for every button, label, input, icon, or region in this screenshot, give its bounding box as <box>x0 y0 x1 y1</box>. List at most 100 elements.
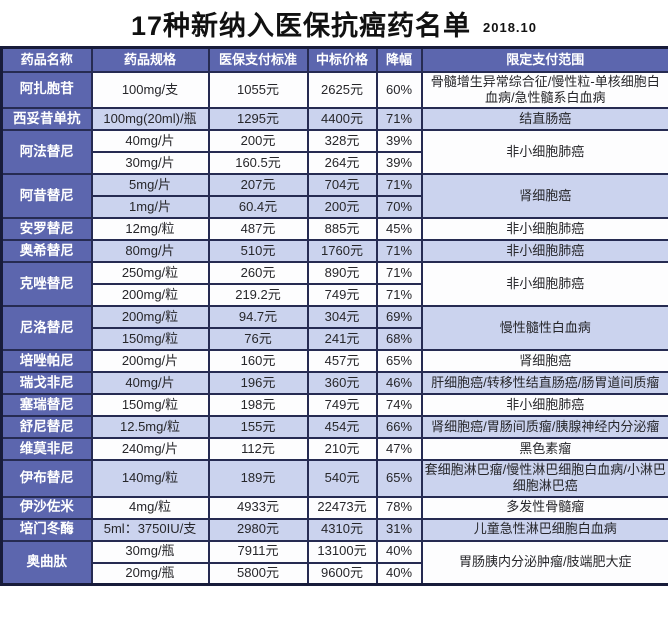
spec-cell: 100mg(20ml)/瓶 <box>90 107 210 131</box>
bid-price-cell: 4400元 <box>306 107 378 131</box>
bid-price-cell: 2625元 <box>306 70 378 109</box>
bid-price-cell: 704元 <box>306 173 378 197</box>
insurance-pay-cell: 60.4元 <box>207 195 309 219</box>
discount-cell: 71% <box>375 107 423 131</box>
spec-cell: 5mg/片 <box>90 173 210 197</box>
indication-cell: 多发性骨髓瘤 <box>420 495 668 520</box>
bid-price-cell: 890元 <box>306 261 378 285</box>
discount-cell: 71% <box>375 239 423 263</box>
insurance-pay-cell: 7911元 <box>207 539 309 564</box>
insurance-pay-cell: 510元 <box>207 239 309 263</box>
indication-cell: 骨髓增生异常综合征/慢性粒-单核细胞白血病/急性髓系白血病 <box>420 70 668 109</box>
discount-cell: 70% <box>375 195 423 219</box>
discount-cell: 71% <box>375 173 423 197</box>
drug-list-table: 药品名称 药品规格 医保支付标准 中标价格 降幅 限定支付范围 阿扎胞苷 100… <box>0 46 668 586</box>
indication-cell: 黑色素瘤 <box>420 437 668 461</box>
bid-price-cell: 264元 <box>306 151 378 175</box>
discount-cell: 71% <box>375 283 423 307</box>
insurance-pay-cell: 4933元 <box>207 495 309 520</box>
bid-price-cell: 1760元 <box>306 239 378 263</box>
drug-name-cell: 阿扎胞苷 <box>0 70 93 109</box>
bid-price-cell: 457元 <box>306 349 378 373</box>
spec-cell: 140mg/粒 <box>90 459 210 498</box>
discount-cell: 45% <box>375 217 423 241</box>
bid-price-cell: 360元 <box>306 371 378 395</box>
indication-cell: 慢性髓性白血病 <box>420 305 668 351</box>
bid-price-cell: 885元 <box>306 217 378 241</box>
discount-cell: 40% <box>375 539 423 564</box>
discount-cell: 47% <box>375 437 423 461</box>
discount-cell: 74% <box>375 393 423 417</box>
drug-name-cell: 培唑帕尼 <box>0 349 93 373</box>
spec-cell: 150mg/粒 <box>90 327 210 351</box>
column-header-spec: 药品规格 <box>90 46 210 73</box>
discount-cell: 31% <box>375 517 423 542</box>
insurance-pay-cell: 112元 <box>207 437 309 461</box>
discount-cell: 39% <box>375 129 423 153</box>
insurance-pay-cell: 189元 <box>207 459 309 498</box>
insurance-pay-cell: 207元 <box>207 173 309 197</box>
drug-spec-row: 1mg/片 60.4元 200元 70% <box>2 195 668 219</box>
page-title-bar: 17种新纳入医保抗癌药名单 2018.10 <box>0 0 668 46</box>
indication-cell: 肝细胞癌/转移性结直肠癌/肠胃道间质瘤 <box>420 371 668 395</box>
discount-cell: 66% <box>375 415 423 439</box>
indication-cell: 结直肠癌 <box>420 107 668 131</box>
title-date: 2018.10 <box>483 19 538 35</box>
drug-row: 阿扎胞苷 100mg/支 1055元 2625元 60% 骨髓增生异常综合征/慢… <box>0 70 668 109</box>
spec-cell: 5ml：3750IU/支 <box>90 517 210 542</box>
spec-cell: 40mg/片 <box>90 371 210 395</box>
insurance-pay-cell: 76元 <box>207 327 309 351</box>
bid-price-cell: 22473元 <box>306 495 378 520</box>
page-title: 17种新纳入医保抗癌药名单 <box>130 10 472 41</box>
drug-name-cell: 西妥昔单抗 <box>0 107 93 131</box>
insurance-pay-cell: 5800元 <box>207 561 309 586</box>
indication-cell: 非小细胞肺癌 <box>420 217 668 241</box>
bid-price-cell: 454元 <box>306 415 378 439</box>
drug-row: 培唑帕尼 200mg/片 160元 457元 65% 肾细胞癌 <box>0 349 668 373</box>
discount-cell: 39% <box>375 151 423 175</box>
discount-cell: 68% <box>375 327 423 351</box>
drug-row: 奥曲肽 30mg/瓶 7911元 13100元 40% 胃肠胰内分泌肿瘤/肢端肥… <box>0 539 668 586</box>
indication-cell: 肾细胞癌 <box>420 349 668 373</box>
spec-cell: 200mg/粒 <box>90 305 210 329</box>
drug-row: 安罗替尼 12mg/粒 487元 885元 45% 非小细胞肺癌 <box>0 217 668 241</box>
spec-cell: 200mg/粒 <box>90 283 210 307</box>
indication-cell: 肾细胞癌 <box>420 173 668 219</box>
indication-cell: 非小细胞肺癌 <box>420 393 668 417</box>
discount-cell: 69% <box>375 305 423 329</box>
spec-cell: 30mg/瓶 <box>90 539 210 564</box>
drug-name-cell: 维莫非尼 <box>0 437 93 461</box>
spec-cell: 4mg/粒 <box>90 495 210 520</box>
spec-cell: 150mg/粒 <box>90 393 210 417</box>
insurance-pay-cell: 200元 <box>207 129 309 153</box>
spec-cell: 12mg/粒 <box>90 217 210 241</box>
insurance-pay-cell: 198元 <box>207 393 309 417</box>
indication-cell: 胃肠胰内分泌肿瘤/肢端肥大症 <box>420 539 668 586</box>
drug-name-cell: 安罗替尼 <box>0 217 93 241</box>
bid-price-cell: 304元 <box>306 305 378 329</box>
bid-price-cell: 13100元 <box>306 539 378 564</box>
insurance-pay-cell: 94.7元 <box>207 305 309 329</box>
drug-row: 奥希替尼 80mg/片 510元 1760元 71% 非小细胞肺癌 <box>0 239 668 263</box>
column-header-indication: 限定支付范围 <box>420 46 668 73</box>
drug-spec-row: 20mg/瓶 5800元 9600元 40% <box>2 561 668 586</box>
bid-price-cell: 9600元 <box>306 561 378 586</box>
header-row: 药品名称 药品规格 医保支付标准 中标价格 降幅 限定支付范围 <box>0 46 668 73</box>
drug-name-cell: 克唑替尼 <box>0 261 93 307</box>
insurance-pay-cell: 2980元 <box>207 517 309 542</box>
drug-name-cell: 伊沙佐米 <box>0 495 93 520</box>
discount-cell: 46% <box>375 371 423 395</box>
indication-cell: 套细胞淋巴瘤/慢性淋巴细胞白血病/小淋巴细胞淋巴癌 <box>420 459 668 498</box>
discount-cell: 78% <box>375 495 423 520</box>
drug-row: 瑞戈非尼 40mg/片 196元 360元 46% 肝细胞癌/转移性结直肠癌/肠… <box>0 371 668 395</box>
indication-cell: 非小细胞肺癌 <box>420 261 668 307</box>
drug-name-cell: 阿法替尼 <box>0 129 93 175</box>
spec-cell: 100mg/支 <box>90 70 210 109</box>
drug-name-cell: 阿昔替尼 <box>0 173 93 219</box>
spec-cell: 1mg/片 <box>90 195 210 219</box>
drug-row: 伊布替尼 140mg/粒 189元 540元 65% 套细胞淋巴瘤/慢性淋巴细胞… <box>0 459 668 498</box>
discount-cell: 60% <box>375 70 423 109</box>
indication-cell: 儿童急性淋巴细胞白血病 <box>420 517 668 542</box>
drug-row: 阿法替尼 40mg/片 200元 328元 39% 非小细胞肺癌 <box>0 129 668 175</box>
insurance-pay-cell: 1055元 <box>207 70 309 109</box>
